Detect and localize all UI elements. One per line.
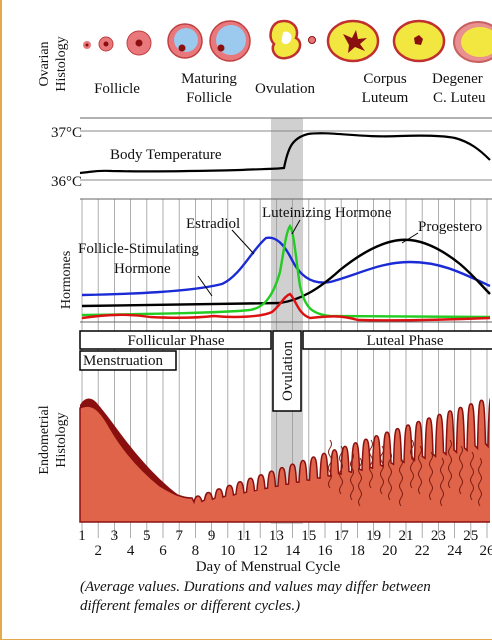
lh-label: Luteinizing Hormone xyxy=(262,205,392,221)
endometrial-gland xyxy=(388,451,392,501)
luteal-phase-bar xyxy=(302,330,492,350)
day-tick-label: 3 xyxy=(111,528,119,544)
endometrial-gland xyxy=(339,445,343,495)
estradiol-curve xyxy=(81,236,491,297)
corpus-luteum-1-icon xyxy=(326,19,380,63)
luteal-phase-label: Luteal Phase xyxy=(366,333,443,349)
day-tick-label: 14 xyxy=(285,543,301,559)
endometrial-gland xyxy=(448,439,452,489)
day-tick-label: 18 xyxy=(350,543,365,559)
day-tick-label: 2 xyxy=(94,543,102,559)
progesterone-curve xyxy=(81,238,491,308)
maturing-follicle-2-icon xyxy=(209,20,251,62)
endometrial-gland xyxy=(380,445,384,495)
maturing-follicle-1-icon xyxy=(167,23,203,59)
day-tick-label: 11 xyxy=(237,528,251,544)
ovulation-phase-label: Ovulation xyxy=(280,341,296,401)
follicular-phase-bar xyxy=(79,330,272,350)
endometrium xyxy=(79,397,490,523)
endometrial-gland xyxy=(418,445,422,495)
day-tick-label: 17 xyxy=(334,528,350,544)
fsh-label-1: Follicle-Stimulating xyxy=(78,241,199,257)
endometrial-gland xyxy=(399,457,403,507)
follicle-small-3-icon xyxy=(126,30,152,56)
endometrial-axis-label-2: Histology xyxy=(54,412,69,467)
day-axis-title: Day of Menstrual Cycle xyxy=(196,559,341,575)
ovulation-rupture-icon xyxy=(269,19,316,60)
day-tick-label: 10 xyxy=(220,543,235,559)
endometrial-gland xyxy=(328,439,332,489)
stage-follicle-label: Follicle xyxy=(94,81,140,97)
day-tick-label: 23 xyxy=(431,528,446,544)
follicle-small-2-icon xyxy=(98,36,114,52)
stage-ovulation-label: Ovulation xyxy=(255,81,315,97)
day-tick-label: 6 xyxy=(159,543,167,559)
temp-tick-36: 36°C xyxy=(51,174,82,190)
ovarian-axis-label-1: Ovarian xyxy=(37,41,52,86)
ovarian-follicles xyxy=(83,19,492,63)
lh-curve xyxy=(81,223,491,319)
body-temperature-label: Body Temperature xyxy=(110,147,222,163)
endometrial-gland xyxy=(470,451,474,501)
degenerating-corpus-luteum-icon xyxy=(453,21,492,63)
endometrial-gland xyxy=(440,457,444,507)
endometrial-gland xyxy=(459,445,463,495)
endometrial-gland xyxy=(429,451,433,501)
day-tick-label: 15 xyxy=(301,528,316,544)
day-tick-label: 9 xyxy=(208,528,216,544)
day-tick-label: 26 xyxy=(480,543,492,559)
follicular-phase-label: Follicular Phase xyxy=(127,333,224,349)
endometrium-tissue xyxy=(79,397,490,523)
menstruation-bar xyxy=(79,350,177,371)
day-tick-label: 13 xyxy=(269,528,284,544)
day-tick-label: 4 xyxy=(127,543,135,559)
day-tick-label: 8 xyxy=(192,543,200,559)
progesterone-label: Progestero xyxy=(418,219,482,235)
estradiol-label: Estradiol xyxy=(186,216,240,232)
day-tick-label: 12 xyxy=(253,543,268,559)
endometrial-gland xyxy=(410,439,414,489)
fsh-curve xyxy=(81,292,491,322)
day-tick-label: 25 xyxy=(463,528,478,544)
day-tick-label: 22 xyxy=(415,543,430,559)
endometrial-gland xyxy=(350,451,354,501)
fsh-label-2: Hormone xyxy=(114,261,171,277)
day-tick-label: 19 xyxy=(366,528,381,544)
day-tick-label: 21 xyxy=(399,528,414,544)
stage-maturing-label-2: Follicle xyxy=(186,90,232,106)
corpus-luteum-2-icon xyxy=(392,19,446,63)
stage-degener-label-1: Degener xyxy=(432,71,483,87)
phase-bars: Follicular Phase Luteal Phase Menstruati… xyxy=(79,330,492,412)
stage-maturing-label-1: Maturing xyxy=(181,71,237,87)
stage-corpus-label-1: Corpus xyxy=(363,71,407,87)
stage-degener-label-2: C. Luteu xyxy=(433,90,486,106)
ovarian-axis-label-2: Histology xyxy=(54,36,69,91)
ovulation-bar xyxy=(272,330,302,412)
stage-corpus-label-2: Luteum xyxy=(362,90,409,106)
day-tick-label: 16 xyxy=(318,543,334,559)
day-axis: 1357911131517192123252246810121416182022… xyxy=(78,528,492,559)
day-tick-label: 1 xyxy=(78,528,86,544)
caption-line-2: different females or different cycles.) xyxy=(80,598,300,614)
follicle-small-1-icon xyxy=(83,41,91,49)
menstruation-label: Menstruation xyxy=(83,353,163,369)
body-temperature-curve xyxy=(79,132,491,175)
day-tick-label: 5 xyxy=(143,528,151,544)
endometrial-axis-label-1: Endometrial xyxy=(37,405,52,474)
endometrial-gland xyxy=(478,457,482,507)
endometrial-glands xyxy=(328,439,482,507)
caption-line-1: (Average values. Durations and values ma… xyxy=(80,579,431,595)
endometrial-gland xyxy=(358,457,362,507)
temp-tick-37: 37°C xyxy=(51,125,82,141)
temperature-panel: 37°C 36°C Body Temperature xyxy=(51,125,492,190)
ovulation-band xyxy=(271,118,303,524)
hormones-panel: Hormones Estradiol Luteinizing Hormone P… xyxy=(59,198,492,323)
hormones-axis-label: Hormones xyxy=(59,251,74,309)
endometrial-gland xyxy=(369,439,373,489)
day-tick-label: 20 xyxy=(382,543,397,559)
day-tick-label: 24 xyxy=(447,543,463,559)
day-tick-label: 7 xyxy=(175,528,183,544)
